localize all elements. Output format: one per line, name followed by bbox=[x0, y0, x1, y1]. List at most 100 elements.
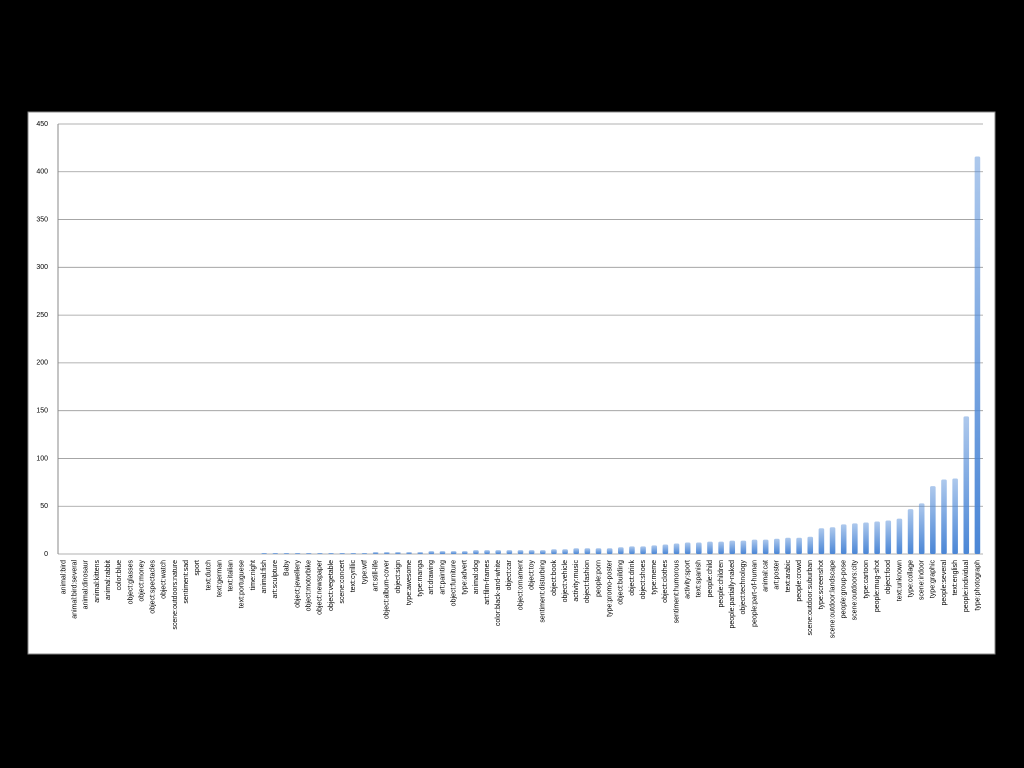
y-tick-label: 100 bbox=[36, 455, 48, 462]
x-tick-label: animal:kittens bbox=[94, 560, 101, 603]
x-tick-label: object:ornament bbox=[517, 560, 524, 610]
bar bbox=[707, 541, 713, 554]
x-tick-label: text:portuguese bbox=[239, 560, 246, 608]
bar bbox=[551, 549, 557, 554]
x-tick-label: scene:outdoors:nature bbox=[172, 560, 179, 630]
bar bbox=[584, 548, 591, 554]
x-tick-label: object:jewellery bbox=[294, 560, 301, 608]
x-tick-label: text:italian bbox=[228, 560, 235, 592]
bar bbox=[506, 550, 513, 554]
x-tick-label: animal:fish bbox=[261, 560, 268, 594]
bar bbox=[740, 540, 747, 554]
bar bbox=[852, 523, 858, 554]
y-tick-label: 450 bbox=[36, 121, 48, 128]
x-tick-label: people:group-pose bbox=[841, 560, 848, 618]
bar bbox=[930, 486, 936, 554]
bar bbox=[640, 546, 646, 554]
bar bbox=[350, 553, 357, 554]
x-tick-label: object:vehicle bbox=[562, 560, 569, 603]
bar bbox=[595, 548, 602, 554]
y-tick-label: 250 bbox=[36, 312, 48, 319]
x-tick-label: object:building bbox=[618, 560, 625, 605]
x-tick-label: object:glasses bbox=[127, 560, 134, 605]
bar bbox=[372, 552, 379, 554]
x-tick-label: people:individual bbox=[963, 560, 970, 613]
x-tick-label: people:part-of-human bbox=[751, 560, 758, 627]
bar bbox=[762, 539, 769, 554]
x-tick-label: text:cyrillic bbox=[350, 560, 357, 593]
x-tick-label: animal:rabbit bbox=[105, 560, 112, 600]
y-tick-label: 400 bbox=[36, 169, 48, 176]
bar bbox=[673, 543, 680, 554]
x-tick-label: sentiment:sad bbox=[183, 560, 190, 604]
bar bbox=[428, 551, 435, 554]
x-tick-label: type:promo-poster bbox=[607, 559, 614, 616]
bar bbox=[395, 552, 401, 554]
bar bbox=[774, 538, 780, 554]
x-tick-label: animal:bird:several bbox=[72, 560, 79, 619]
bar bbox=[629, 546, 635, 554]
bar bbox=[361, 553, 368, 554]
x-tick-label: text:unknown bbox=[896, 560, 903, 601]
x-tick-label: object:car bbox=[506, 559, 513, 590]
bar bbox=[495, 550, 501, 554]
x-tick-label: people:several bbox=[941, 560, 948, 606]
bar bbox=[328, 553, 334, 554]
x-tick-label: scene:concert bbox=[339, 560, 346, 604]
x-tick-label: people:crowd bbox=[796, 560, 803, 602]
x-tick-label: object:fashion bbox=[584, 560, 591, 603]
x-tick-label: type:collage bbox=[907, 560, 914, 597]
bar bbox=[885, 520, 892, 554]
x-tick-label: type:awesome bbox=[406, 560, 413, 605]
bar bbox=[963, 416, 970, 554]
x-tick-label: art:poster bbox=[774, 559, 781, 589]
x-tick-label: art:film-frames bbox=[484, 560, 491, 605]
x-tick-label: object:spectacles bbox=[150, 560, 157, 614]
x-tick-label: type:cartoon bbox=[863, 560, 870, 599]
x-tick-label: people:child bbox=[707, 560, 714, 597]
y-tick-label: 200 bbox=[36, 360, 48, 367]
bar bbox=[818, 528, 825, 554]
bar bbox=[439, 551, 446, 554]
x-tick-label: object:album-cover bbox=[384, 559, 391, 619]
bar bbox=[651, 545, 658, 554]
bar bbox=[294, 553, 301, 554]
bar bbox=[573, 548, 580, 554]
bar bbox=[918, 503, 925, 554]
bar bbox=[796, 537, 802, 554]
x-tick-label: type:graphic bbox=[930, 560, 937, 599]
x-tick-label: scene:indoor bbox=[919, 559, 926, 600]
x-tick-label: activity:sport bbox=[685, 560, 692, 599]
y-tick-label: 50 bbox=[40, 503, 48, 510]
x-tick-label: text:dutch bbox=[205, 560, 212, 590]
x-tick-label: object:clothes bbox=[662, 560, 669, 603]
x-tick-label: art:still-life bbox=[372, 560, 379, 592]
bar bbox=[807, 536, 814, 554]
x-tick-label: type:advert bbox=[462, 560, 469, 595]
x-tick-label: type:photograph bbox=[974, 560, 981, 611]
x-tick-label: activity:music bbox=[573, 560, 580, 602]
y-tick-label: 0 bbox=[44, 551, 48, 558]
bar bbox=[952, 478, 958, 554]
chart-area bbox=[27, 111, 996, 655]
bar bbox=[272, 553, 279, 554]
bar bbox=[305, 553, 312, 554]
x-tick-label: object:book bbox=[551, 560, 558, 596]
bar bbox=[718, 541, 724, 554]
bar bbox=[785, 537, 791, 554]
bar bbox=[874, 521, 880, 554]
x-tick-label: object:furniture bbox=[450, 560, 457, 606]
bar bbox=[261, 553, 267, 554]
bar bbox=[941, 479, 947, 554]
x-tick-label: text:spanish bbox=[696, 560, 703, 597]
bar bbox=[618, 547, 624, 554]
bar bbox=[907, 509, 914, 554]
x-tick-label: object:motorbike bbox=[306, 560, 313, 611]
x-tick-label: time:night bbox=[250, 560, 257, 590]
x-tick-label: animal:dinosaur bbox=[83, 559, 90, 609]
x-tick-label: type:manga bbox=[417, 560, 424, 597]
x-tick-label: Baby bbox=[283, 560, 290, 576]
x-tick-label: sentiment:humorous bbox=[673, 560, 680, 624]
